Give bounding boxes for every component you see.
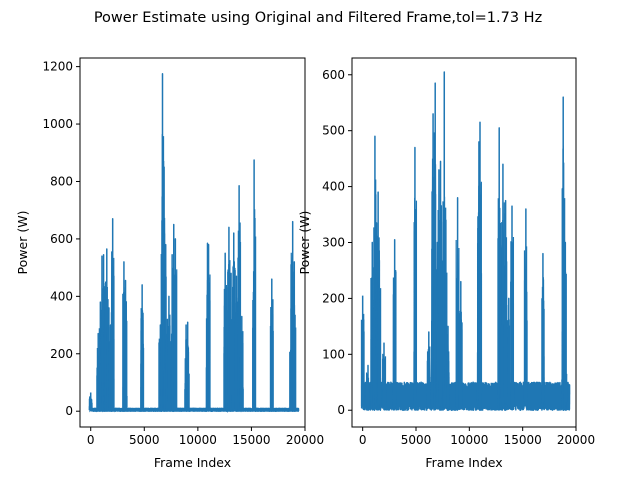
chart-0-peak-burst-11 [123,301,128,412]
chart-1-ytick-label-1: 100 [322,347,345,361]
chart-1-xtick-label-3: 15000 [504,433,542,447]
chart-0-xtick-label-4: 20000 [286,433,324,447]
chart-1-peak-burst-22 [478,180,483,408]
chart-1-peak-burst-20 [458,310,463,410]
chart-1-peak-burst-29 [523,246,528,410]
chart-1-peak-burst-30 [541,277,545,411]
chart-1-ytick-label-6: 600 [322,68,345,82]
chart-1-peak-burst-32 [563,270,568,410]
chart-0-peak-burst-34 [252,209,257,412]
chart-1-xtick-label-4: 20000 [557,433,595,447]
chart-0-xtick-label-1: 5000 [129,433,160,447]
chart-0-peak-burst-7 [106,324,111,412]
chart-1-ytick-label-4: 400 [322,180,345,194]
chart-1-peak-burst-15 [438,205,443,408]
chart-1-peak-burst-1 [365,372,370,411]
left-plot: 0 5000 10000 15000 20000 0 200 400 600 800 1000 120… [15,57,324,470]
chart-1-peak-burst-6 [377,276,382,410]
chart-1-ytick-label-3: 300 [322,236,345,250]
chart-1-peak-burst-23 [497,198,502,411]
chart-0-xlabel: Frame Index [154,455,231,470]
chart-0-ytick-label-2: 400 [50,289,73,303]
chart-1-ylabel: Power (W) [297,211,312,275]
chart-1-ytick-label-2: 200 [322,291,345,305]
chart-1-xtick-label-1: 5000 [401,433,432,447]
chart-1-peak-burst-26 [503,237,508,410]
chart-0-axes-frame [79,57,306,428]
chart-0-peak-burst-23 [185,345,190,411]
chart-1-peak-burst-7 [381,353,387,411]
chart-0-peak-burst-33 [239,331,244,412]
chart-0-ytick-label-5: 1000 [42,117,73,131]
chart-0-peak-burst-31 [234,301,239,412]
chart-0-ytick-label-1: 200 [50,347,73,361]
chart-1-ytick-label-5: 500 [322,124,345,138]
chart-0-peak-burst-21 [173,269,178,412]
chart-0-peak-burst-38 [292,286,297,412]
chart-1-xlabel: Frame Index [425,455,502,470]
chart-0-ytick-label-6: 1200 [42,60,73,74]
chart-0-ytick-label-3: 600 [50,232,73,246]
chart-1-series-0-line [361,71,571,411]
chart-1-peak-burst-18 [446,343,450,409]
chart-0-ylabel: Power (W) [15,211,30,275]
chart-1-xtick-label-2: 10000 [450,433,488,447]
chart-1-peak-burst-8 [392,270,397,409]
chart-1-peak-burst-27 [506,318,511,410]
chart-0-peak-burst-9 [110,251,115,413]
chart-0-peak-burst-12 [140,308,145,412]
chart-0-ytick-label-0: 0 [65,404,73,418]
chart-1-peak-burst-10 [426,346,431,410]
chart-1-peak-burst-28 [510,236,515,409]
chart-0-peak-burst-30 [231,260,236,412]
chart-1-peak-burst-9 [413,197,418,409]
chart-0-xtick-label-3: 15000 [232,433,270,447]
chart-0-peak-burst-25 [206,274,211,412]
chart-0-xtick-label-0: 0 [87,433,95,447]
chart-1-ytick-label-0: 0 [337,403,345,417]
chart-0-peak-burst-18 [167,314,171,412]
chart-1-peak-burst-31 [561,145,566,411]
chart-0-peak-burst-35 [269,299,274,412]
chart-1-xtick-label-0: 0 [359,433,367,447]
figure-suptitle: Power Estimate using Original and Filter… [94,10,542,26]
chart-0-peak-burst-0 [88,396,93,413]
right-plot: 0 5000 10000 15000 20000 0 100 200 300 400 500 600 F… [297,57,595,470]
chart-1-peak-burst-0 [360,313,365,410]
chart-0-xtick-label-2: 10000 [179,433,217,447]
chart-1-peak-burst-19 [455,240,460,410]
chart-1-peak-burst-25 [500,202,505,410]
chart-0-ytick-label-4: 800 [50,174,73,188]
